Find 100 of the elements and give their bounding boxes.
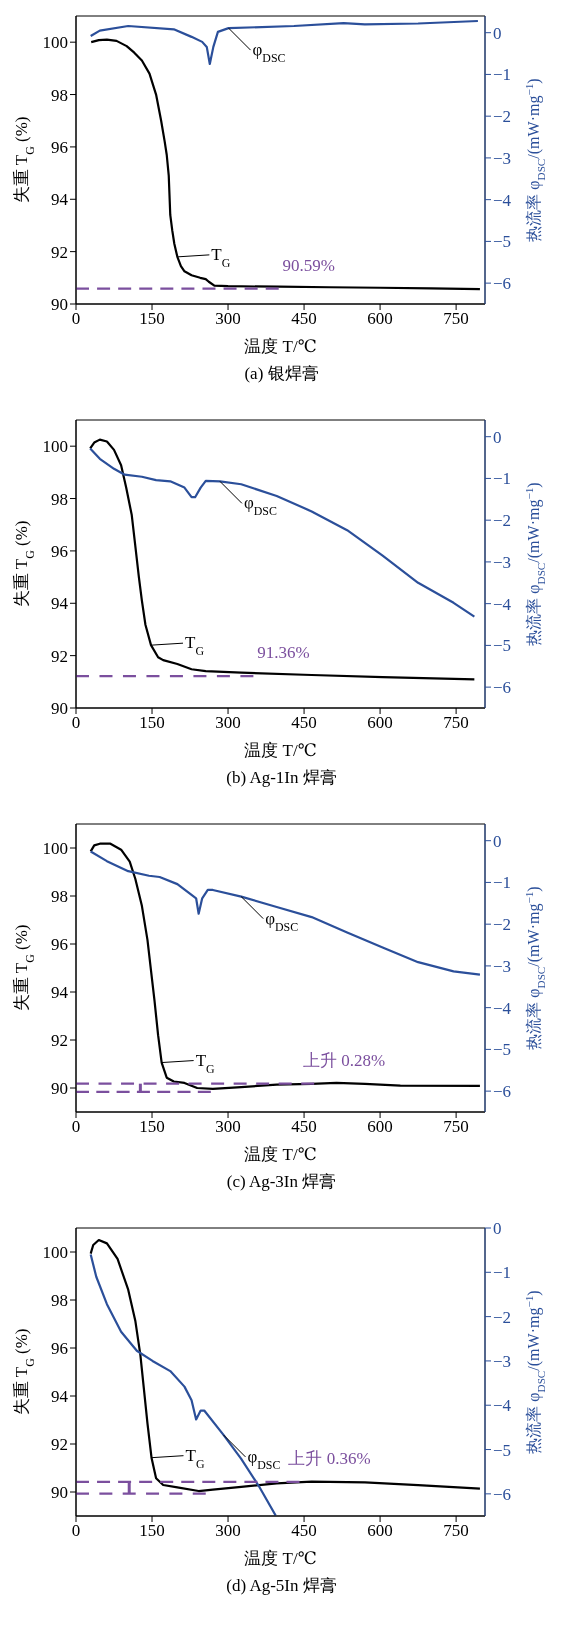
y2-tick-label: −1 <box>493 873 512 893</box>
y2-tick-label: −2 <box>493 511 512 531</box>
x-tick-label: 300 <box>215 713 241 733</box>
x-tick-label: 750 <box>443 1521 469 1541</box>
y-tick-label: 94 <box>51 1387 69 1407</box>
x-tick-label: 450 <box>291 713 317 733</box>
x-tick-label: 600 <box>367 713 393 733</box>
series-label: φ$_{DSC}$ <box>243 493 277 519</box>
y2-tick-label: −6 <box>493 274 512 294</box>
y-tick-label: 92 <box>51 1031 68 1051</box>
y-tick-label: 96 <box>51 541 68 561</box>
y-tick-label: 94 <box>51 190 69 210</box>
y-tick-label: 92 <box>51 242 68 262</box>
y-tick-label: 98 <box>51 887 68 907</box>
y2-tick-label: −6 <box>493 678 512 698</box>
legend-label: T$_{G}$ <box>185 1445 205 1471</box>
y2-tick-label: −6 <box>493 1082 512 1102</box>
x-tick-label: 450 <box>291 309 317 329</box>
y2-tick-label: −5 <box>493 1040 512 1060</box>
legend-label: T$_{G}$ <box>211 244 231 270</box>
x-tick-label: 600 <box>367 1521 393 1541</box>
x-tick-label: 600 <box>367 1117 393 1137</box>
y-tick-label: 100 <box>42 437 68 457</box>
x-tick-label: 150 <box>139 713 165 733</box>
line-series <box>89 842 482 1091</box>
y2-tick-label: −5 <box>493 1440 512 1460</box>
y-tick-label: 98 <box>51 1291 68 1311</box>
y2-tick-label: 0 <box>493 427 502 447</box>
y-tick-label: 90 <box>51 699 68 719</box>
text: (d) Ag-5In 焊膏 <box>225 1575 338 1597</box>
x-axis-title: 温度 T/℃ <box>244 741 317 760</box>
x-axis-title: 温度 T/℃ <box>244 1145 317 1164</box>
text: (a) 银焊膏 <box>243 363 320 385</box>
series-label: φ$_{DSC}$ <box>252 40 286 66</box>
x-tick-label: 0 <box>71 1521 81 1541</box>
line-series <box>90 38 482 291</box>
annotation: 90.59% <box>282 255 335 275</box>
y2-tick-label: −1 <box>493 1263 512 1283</box>
y2-tick-label: 0 <box>493 1219 502 1239</box>
x-tick-label: 600 <box>367 309 393 329</box>
legend-label: T$_{G}$ <box>185 633 205 659</box>
x-axis-title: 温度 T/℃ <box>244 337 317 356</box>
y2-tick-label: −1 <box>493 469 512 489</box>
line-series <box>89 1238 482 1493</box>
x-tick-label: 450 <box>291 1117 317 1137</box>
y2-tick-label: −5 <box>493 232 512 252</box>
y2-tick-label: −2 <box>493 1307 512 1327</box>
x-tick-label: 300 <box>215 1521 241 1541</box>
y2-tick-label: −3 <box>493 956 512 976</box>
y-tick-label: 90 <box>51 295 68 315</box>
legend-label: T$_{G}$ <box>195 1050 216 1076</box>
y-tick-label: 92 <box>51 646 68 666</box>
y-tick-label: 90 <box>51 1079 68 1099</box>
y2-tick-label: 0 <box>493 23 502 43</box>
line-series <box>89 447 476 618</box>
x-tick-label: 150 <box>139 1521 165 1541</box>
text: (b) Ag-1In 焊膏 <box>225 767 338 789</box>
y2-tick-label: −3 <box>493 1351 512 1371</box>
y-tick-label: 90 <box>51 1483 68 1503</box>
y-tick-label: 100 <box>42 33 68 53</box>
y2-tick-label: −4 <box>493 190 512 210</box>
y-tick-label: 92 <box>51 1435 68 1455</box>
x-tick-label: 750 <box>443 1117 469 1137</box>
annotation: 上升 0.28% <box>303 1050 386 1070</box>
x-tick-label: 750 <box>443 713 469 733</box>
series-label: φ$_{DSC}$ <box>247 1446 281 1472</box>
y2-tick-label: −1 <box>493 65 512 85</box>
annotation: 上升 0.36% <box>288 1448 371 1468</box>
y2-tick-label: −4 <box>493 1396 512 1416</box>
y-tick-label: 98 <box>51 489 68 509</box>
y2-tick-label: −4 <box>493 998 512 1018</box>
y2-tick-label: −6 <box>493 1484 512 1504</box>
x-tick-label: 300 <box>215 309 241 329</box>
x-tick-label: 0 <box>71 713 81 733</box>
line-series <box>89 19 480 66</box>
x-tick-label: 150 <box>139 309 165 329</box>
y-tick-label: 94 <box>51 983 69 1003</box>
y-tick-label: 100 <box>42 1243 68 1263</box>
x-tick-label: 0 <box>71 309 81 329</box>
x-tick-label: 0 <box>71 1117 81 1137</box>
x-tick-label: 450 <box>291 1521 317 1541</box>
annotation: 91.36% <box>257 643 310 663</box>
y2-tick-label: −3 <box>493 552 512 572</box>
y-tick-label: 96 <box>51 1339 68 1359</box>
series-label: φ$_{DSC}$ <box>265 908 299 934</box>
line-series <box>89 438 476 681</box>
y-tick-label: 96 <box>51 935 68 955</box>
y-tick-label: 98 <box>51 85 68 105</box>
text: (c) Ag-3In 焊膏 <box>225 1171 338 1193</box>
y-tick-label: 100 <box>42 839 68 859</box>
line-series <box>89 850 482 976</box>
x-tick-label: 750 <box>443 309 469 329</box>
x-tick-label: 150 <box>139 1117 165 1137</box>
y2-tick-label: −3 <box>493 148 512 168</box>
x-tick-label: 300 <box>215 1117 241 1137</box>
y2-tick-label: −2 <box>493 107 512 127</box>
y2-tick-label: −2 <box>493 915 512 935</box>
y2-tick-label: −5 <box>493 636 512 656</box>
y-tick-label: 96 <box>51 137 68 157</box>
y2-tick-label: −4 <box>493 594 512 614</box>
